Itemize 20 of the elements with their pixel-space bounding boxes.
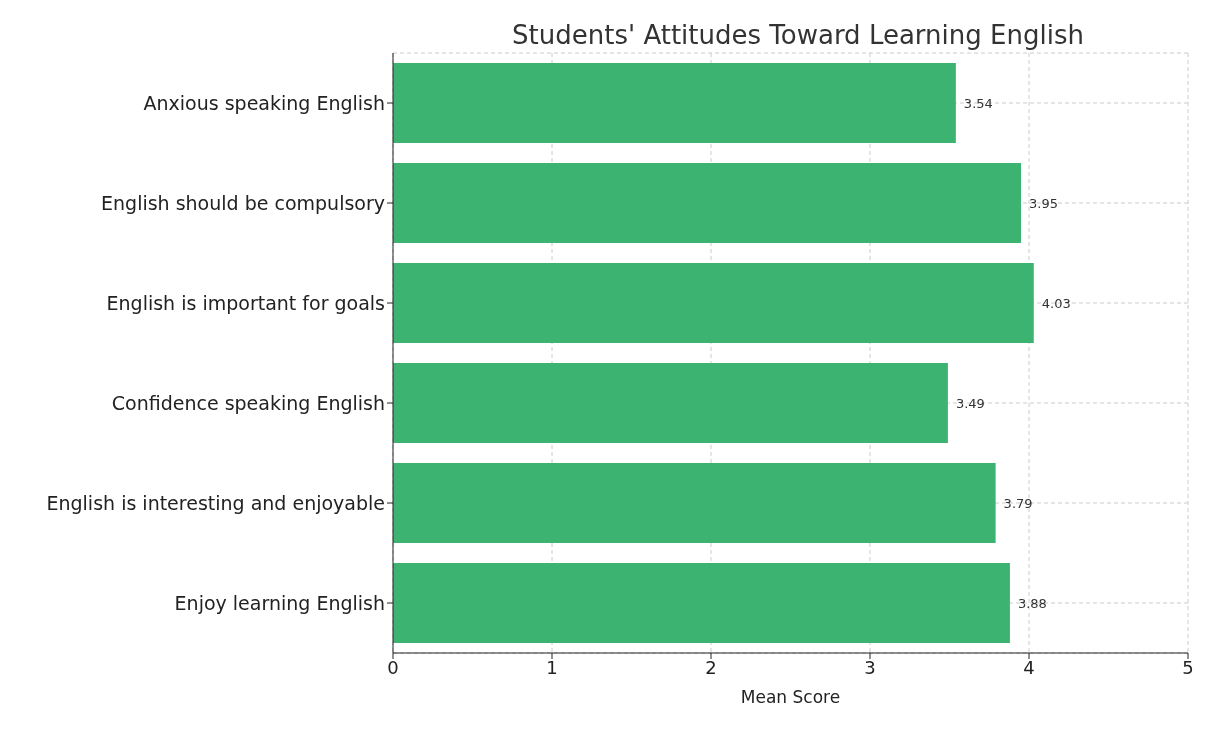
chart-title: Students' Attitudes Toward Learning English [511,20,1085,50]
data-label: 3.95 [1029,195,1058,211]
x-tick-label: 3 [864,656,876,678]
y-tick-label: Confidence speaking English [111,391,385,414]
data-label: 3.49 [955,395,985,411]
data-label: 3.54 [963,95,993,111]
data-label: 4.03 [1041,295,1071,311]
y-tick-label: English should be compulsory [101,191,385,214]
y-tick-label: English is interesting and enjoyable [46,491,385,514]
x-tick-label: 5 [1182,656,1194,678]
y-tick-label: Anxious speaking English [143,91,385,114]
x-axis-title: Mean Score [740,687,841,707]
x-tick-label: 0 [387,656,399,678]
data-label: 3.79 [1003,495,1033,511]
x-tick-label: 1 [546,656,558,678]
x-tick-label: 4 [1023,656,1035,678]
y-tick-label: English is important for goals [106,291,385,314]
data-label: 3.88 [1017,595,1047,611]
y-tick-label: Enjoy learning English [174,591,385,614]
x-tick-label: 2 [705,656,717,678]
